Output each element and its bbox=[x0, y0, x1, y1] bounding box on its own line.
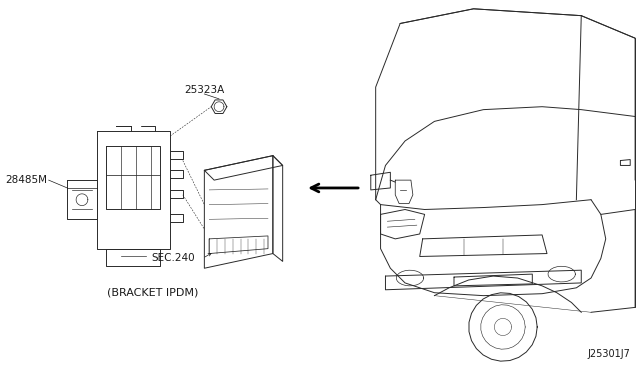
Text: (BRACKET IPDM): (BRACKET IPDM) bbox=[107, 288, 198, 298]
Text: 25323A: 25323A bbox=[184, 85, 225, 95]
Text: SEC.240: SEC.240 bbox=[151, 253, 195, 263]
Text: 28485M: 28485M bbox=[6, 175, 48, 185]
Text: J25301J7: J25301J7 bbox=[588, 349, 630, 359]
